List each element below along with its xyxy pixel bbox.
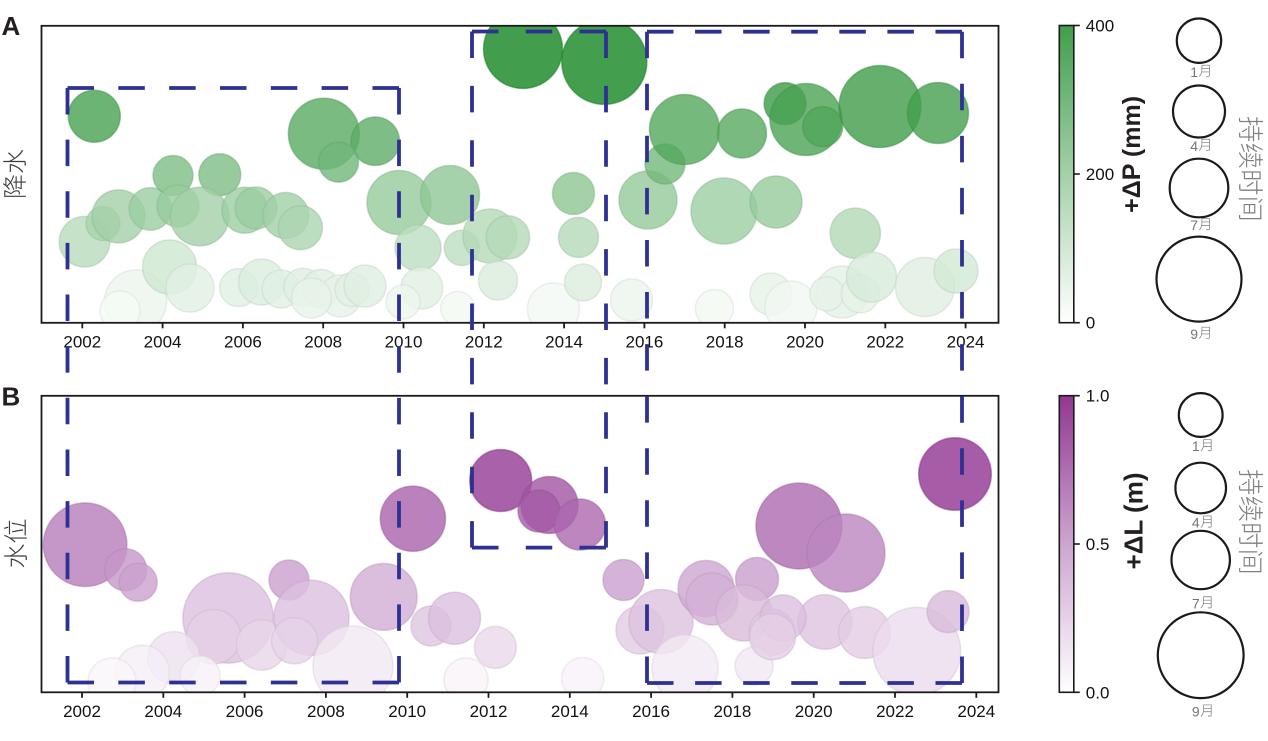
svg-text:2018: 2018 [713, 702, 751, 721]
svg-text:4: 4 [1192, 515, 1200, 531]
svg-text:2006: 2006 [224, 332, 262, 351]
svg-text:1.0: 1.0 [1086, 387, 1110, 406]
svg-text:2002: 2002 [63, 332, 101, 351]
svg-text:2022: 2022 [866, 332, 904, 351]
svg-text:2020: 2020 [795, 702, 833, 721]
svg-text:2016: 2016 [625, 332, 663, 351]
svg-text:2016: 2016 [632, 702, 670, 721]
svg-text:2008: 2008 [304, 332, 342, 351]
svg-text:2004: 2004 [144, 702, 182, 721]
svg-text:2010: 2010 [388, 702, 426, 721]
svg-text:2018: 2018 [706, 332, 744, 351]
svg-text:1: 1 [1190, 64, 1198, 80]
svg-text:2020: 2020 [786, 332, 824, 351]
svg-text:2014: 2014 [551, 702, 589, 721]
svg-text:2012: 2012 [470, 702, 508, 721]
svg-text:2004: 2004 [144, 332, 182, 351]
svg-text:2010: 2010 [385, 332, 423, 351]
svg-text:2012: 2012 [465, 332, 503, 351]
svg-text:2006: 2006 [226, 702, 264, 721]
svg-text:0: 0 [1086, 314, 1095, 333]
svg-text:A: A [2, 11, 21, 41]
svg-text:2008: 2008 [307, 702, 345, 721]
svg-text:9: 9 [1190, 326, 1198, 342]
svg-text:7: 7 [1190, 217, 1198, 233]
svg-text:200: 200 [1086, 165, 1114, 184]
svg-text:4: 4 [1190, 138, 1198, 154]
svg-text:400: 400 [1086, 17, 1114, 36]
svg-text:1: 1 [1192, 438, 1200, 454]
svg-text:+ΔL (m): +ΔL (m) [1119, 473, 1149, 570]
svg-text:2014: 2014 [545, 332, 583, 351]
svg-text:7: 7 [1192, 595, 1200, 611]
svg-text:B: B [2, 381, 21, 411]
svg-text:9: 9 [1192, 704, 1200, 720]
svg-text:2002: 2002 [63, 702, 101, 721]
svg-text:0.5: 0.5 [1086, 535, 1110, 554]
svg-text:2022: 2022 [876, 702, 914, 721]
svg-text:2024: 2024 [957, 702, 995, 721]
svg-text:2024: 2024 [947, 332, 985, 351]
svg-text:0.0: 0.0 [1086, 683, 1110, 702]
svg-text:+ΔP (mm): +ΔP (mm) [1118, 96, 1146, 213]
